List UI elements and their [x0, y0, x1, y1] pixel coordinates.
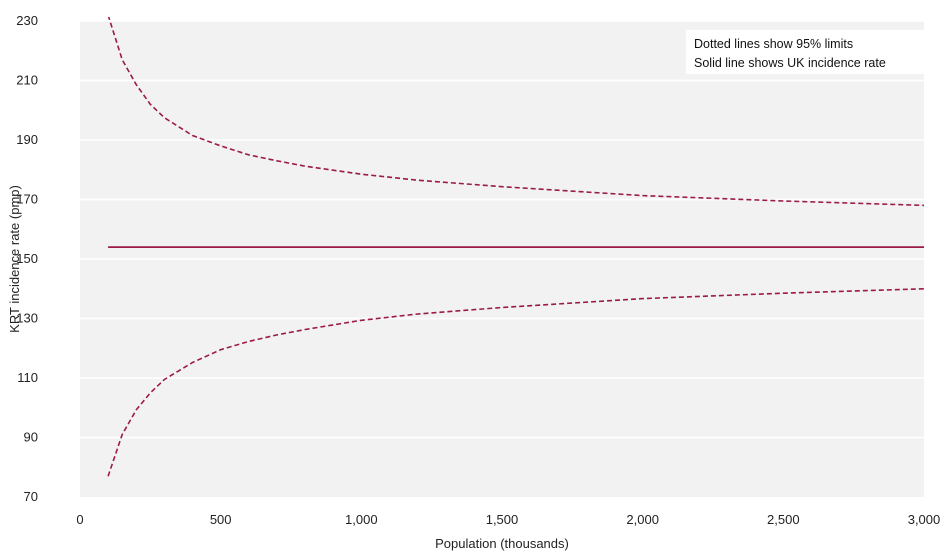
upper-limit-line	[107, 17, 924, 207]
x-tick-label: 1,000	[345, 512, 378, 527]
x-tick-label: 1,500	[486, 512, 519, 527]
y-tick-label: 130	[16, 311, 38, 326]
y-tick-label: 190	[16, 132, 38, 147]
y-tick-label: 210	[16, 73, 38, 88]
legend-text-uk-rate: Solid line shows UK incidence rate	[694, 56, 886, 70]
y-tick-label: 90	[24, 430, 38, 445]
lower-limit-line	[107, 288, 924, 477]
x-tick-label: 2,500	[767, 512, 800, 527]
legend: Dotted lines show 95% limits Solid line …	[686, 30, 924, 74]
x-tick-label: 0	[76, 512, 83, 527]
y-tick-label: 230	[16, 13, 38, 28]
gridlines	[80, 20, 924, 439]
x-axis-ticks: 0 500 1,000 1,500 2,000 2,500 3,000	[76, 512, 940, 527]
series-group	[107, 17, 924, 477]
y-tick-label: 170	[16, 192, 38, 207]
x-tick-label: 3,000	[908, 512, 941, 527]
legend-text-limits: Dotted lines show 95% limits	[694, 37, 853, 51]
y-tick-label: 70	[24, 489, 38, 504]
x-tick-label: 500	[210, 512, 232, 527]
y-axis-title: KRT incidence rate (pmp)	[7, 185, 22, 333]
x-axis-title: Population (thousands)	[435, 536, 569, 551]
y-tick-label: 110	[17, 370, 38, 385]
y-tick-label: 150	[16, 251, 38, 266]
x-tick-label: 2,000	[626, 512, 659, 527]
y-axis-ticks: 70 90 110 130 150 170 190 210 230	[16, 13, 38, 504]
legend-box	[686, 30, 924, 74]
